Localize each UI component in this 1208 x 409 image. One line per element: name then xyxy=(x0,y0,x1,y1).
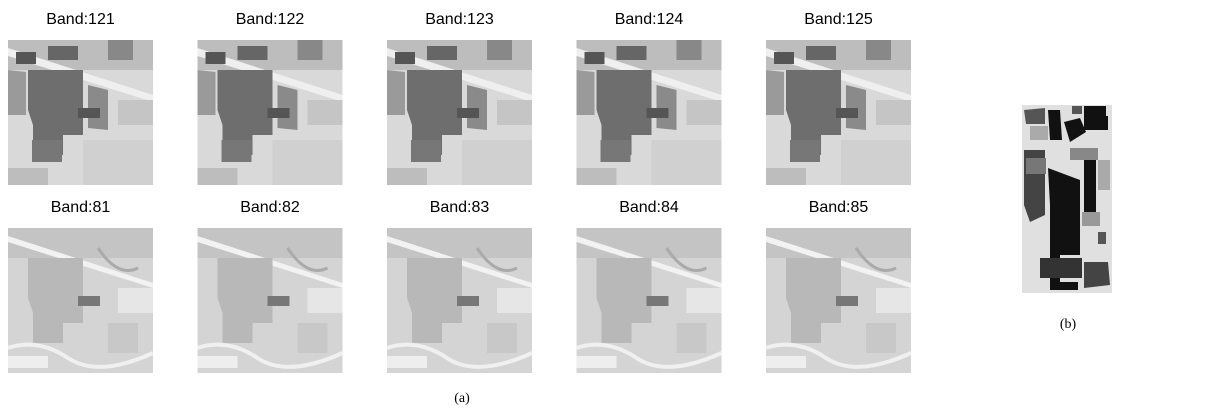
band-label: Band:83 xyxy=(430,199,490,216)
band-image xyxy=(198,40,343,185)
band-image xyxy=(198,228,343,373)
band-label: Band:85 xyxy=(809,199,869,216)
band-label: Band:122 xyxy=(236,11,305,28)
band-image xyxy=(766,228,911,373)
band-label: Band:123 xyxy=(425,11,494,28)
band-image xyxy=(577,40,722,185)
ground-truth-map xyxy=(1022,105,1112,293)
caption-b: (b) xyxy=(1060,317,1077,332)
band-image xyxy=(8,228,153,373)
band-label: Band:84 xyxy=(619,199,679,216)
band-label: Band:82 xyxy=(240,199,300,216)
band-label: Band:81 xyxy=(51,199,111,216)
caption-a: (a) xyxy=(454,391,470,406)
band-image xyxy=(577,228,722,373)
page: (b) (a) Band:121 Band:122 Band:123 Band:124… xyxy=(0,0,1208,409)
band-label: Band:121 xyxy=(46,11,115,28)
figure: (b) (a) Band:121 Band:122 Band:123 Band:124… xyxy=(0,0,1208,409)
band-label: Band:124 xyxy=(615,11,684,28)
band-image xyxy=(766,40,911,185)
band-label: Band:125 xyxy=(804,11,873,28)
band-image xyxy=(387,40,532,185)
band-image xyxy=(8,40,153,185)
band-image xyxy=(387,228,532,373)
